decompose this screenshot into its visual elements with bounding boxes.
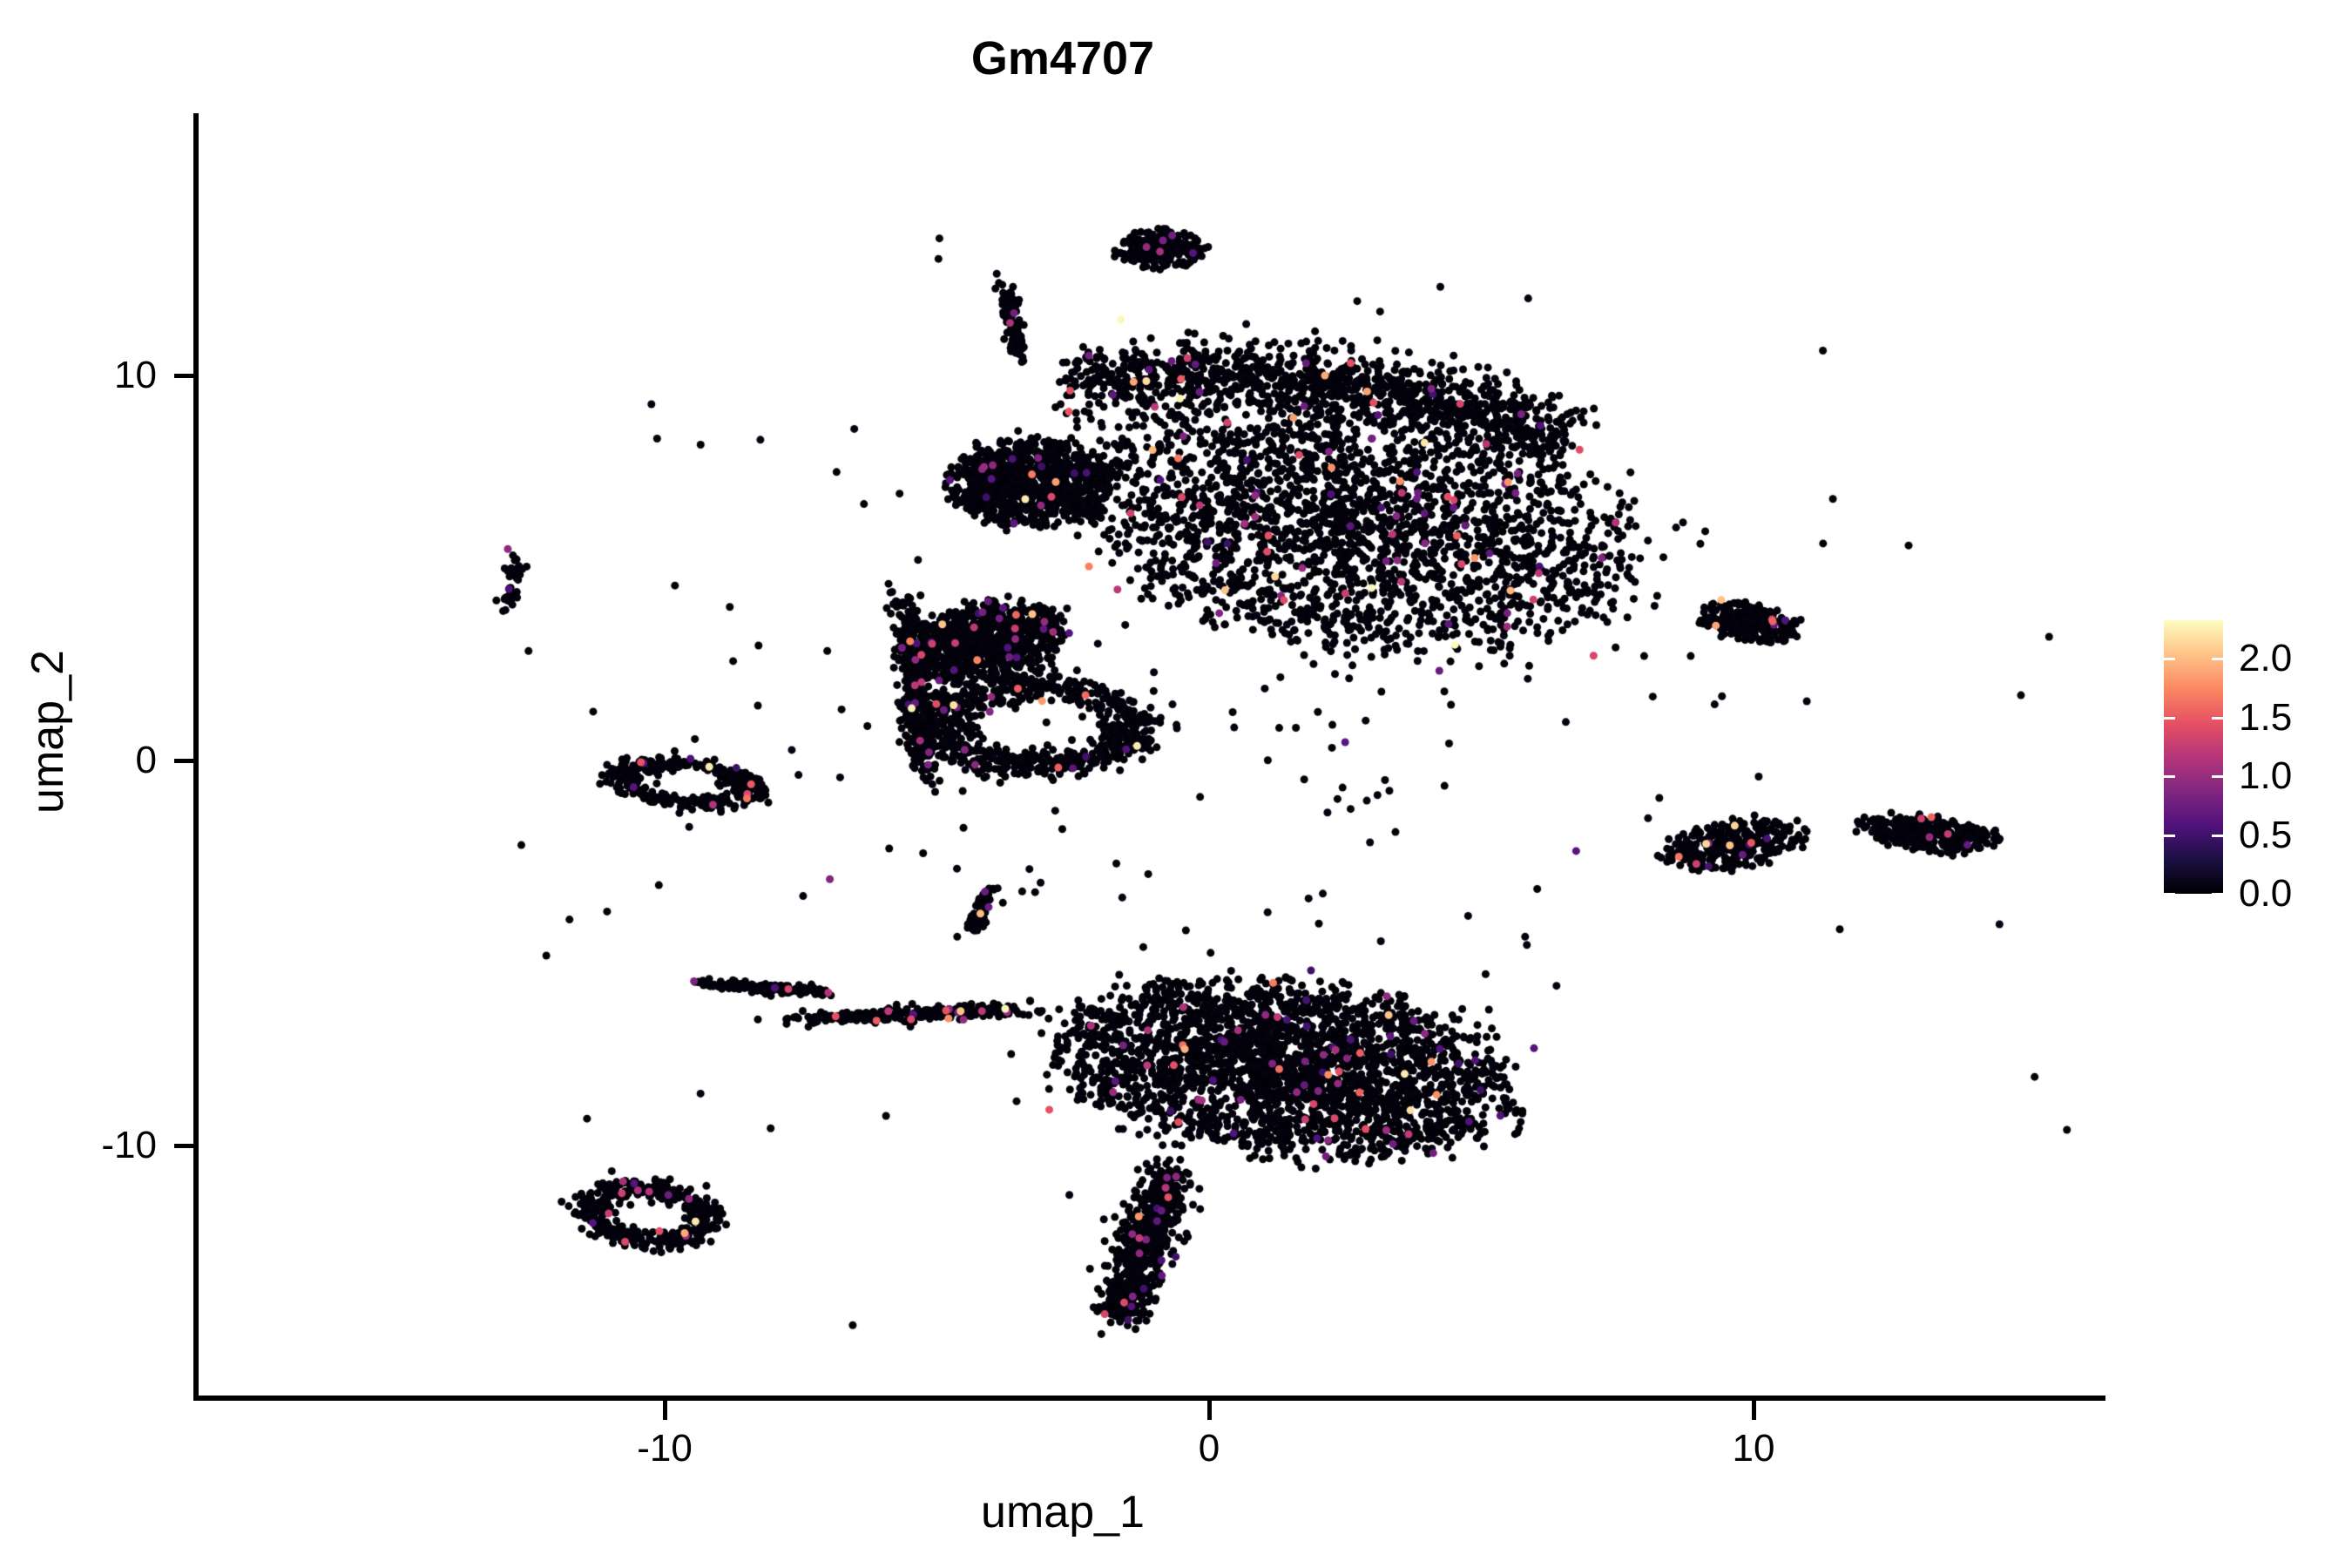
- scatter-plot-canvas: [196, 113, 2104, 1398]
- colorbar-tick-label: 1.0: [2239, 754, 2293, 798]
- colorbar-tick-label: 0.0: [2239, 872, 2293, 915]
- y-axis-label: umap_2: [23, 650, 73, 814]
- x-tick-mark: [1207, 1401, 1212, 1420]
- x-tick-label: 10: [1732, 1427, 1775, 1470]
- colorbar-tick-label: 2.0: [2239, 637, 2293, 680]
- x-axis-line: [193, 1396, 2105, 1401]
- y-tick-label: 0: [135, 739, 157, 781]
- colorbar-tick-label: 1.5: [2239, 695, 2293, 739]
- x-tick-label: -10: [637, 1427, 693, 1470]
- colorbar-tick-mark: [2212, 716, 2223, 720]
- y-axis-line: [193, 113, 199, 1401]
- colorbar-tick-mark: [2164, 658, 2175, 661]
- y-tick-mark: [174, 1144, 193, 1148]
- colorbar-tick-mark: [2164, 716, 2175, 720]
- page-title: Gm4707: [970, 32, 1155, 84]
- x-tick-mark: [663, 1401, 667, 1420]
- plot-panel: [196, 113, 2104, 1398]
- colorbar-tick-label: 0.5: [2239, 813, 2293, 856]
- y-tick-label: -10: [101, 1124, 157, 1166]
- y-tick-label: 10: [114, 354, 157, 396]
- x-axis-label: umap_1: [981, 1487, 1145, 1538]
- colorbar-tick-mark: [2212, 658, 2223, 661]
- colorbar-tick-mark: [2164, 834, 2175, 837]
- colorbar-tick-mark: [2164, 893, 2175, 896]
- colorbar-gradient: [2164, 620, 2223, 894]
- colorbar-legend: [2164, 620, 2223, 896]
- colorbar-tick-mark: [2212, 834, 2223, 837]
- x-tick-label: 0: [1198, 1427, 1220, 1470]
- y-tick-mark: [174, 374, 193, 378]
- colorbar-tick-mark: [2212, 893, 2223, 896]
- colorbar-tick-mark: [2212, 775, 2223, 779]
- y-tick-mark: [174, 759, 193, 763]
- x-tick-mark: [1752, 1401, 1756, 1420]
- colorbar-tick-mark: [2164, 775, 2175, 779]
